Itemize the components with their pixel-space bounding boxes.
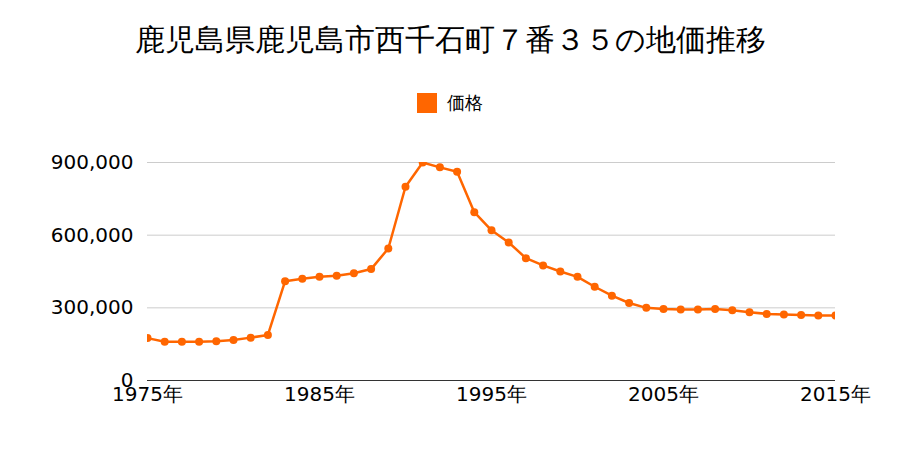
svg-text:900,000: 900,000 — [51, 150, 134, 174]
svg-text:1995年: 1995年 — [456, 382, 527, 406]
svg-text:1975年: 1975年 — [112, 381, 183, 406]
svg-text:0: 0 — [121, 368, 134, 392]
svg-text:2005年: 2005年 — [628, 382, 699, 406]
svg-text:2015年: 2015年 — [800, 382, 871, 406]
svg-text:300,000: 300,000 — [51, 295, 134, 319]
svg-text:600,000: 600,000 — [51, 223, 134, 247]
html-text:価格: 価格 — [447, 91, 483, 113]
html-text:鹿児島県鹿児島市西千石町７番３５の地価推移: 鹿児島県鹿児島市西千石町７番３５の地価推移 — [134, 22, 766, 57]
svg-text:1985年: 1985年 — [284, 382, 355, 406]
